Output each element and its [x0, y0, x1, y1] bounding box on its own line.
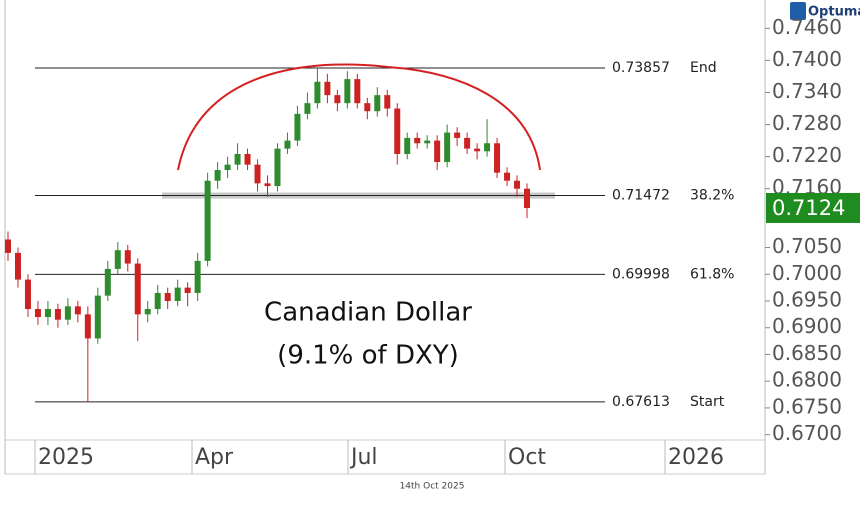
- y-tick-label: 0.6800: [772, 368, 842, 392]
- candle-body: [264, 183, 271, 187]
- candle-body: [164, 292, 171, 301]
- candle-body: [294, 113, 301, 141]
- candle-body: [24, 279, 31, 310]
- candle-body: [234, 153, 241, 165]
- candle-body: [174, 287, 181, 301]
- candle-body: [414, 137, 421, 144]
- x-tick-label: Apr: [195, 445, 234, 470]
- level-tag: 38.2%: [690, 188, 734, 204]
- candle-body: [124, 250, 131, 264]
- level-value: 0.73857: [612, 60, 670, 76]
- y-tick-label: 0.6700: [772, 421, 842, 445]
- last-price-box: [766, 192, 860, 223]
- annotation: Canadian Dollar: [264, 298, 472, 328]
- brand: Optuma: [808, 5, 860, 20]
- candle-body: [114, 250, 121, 269]
- candle-body: [184, 287, 191, 293]
- candle-body: [34, 309, 41, 318]
- x-tick-label: Oct: [508, 445, 546, 470]
- candle-body: [54, 309, 61, 320]
- candle-body: [64, 306, 71, 320]
- x-tick-label: Jul: [349, 445, 378, 470]
- candle-body: [394, 108, 401, 154]
- candle-body: [424, 140, 431, 144]
- y-tick-label: 0.6750: [772, 394, 842, 418]
- candle-body: [94, 295, 101, 339]
- candle-body: [214, 170, 221, 181]
- level-tag: 61.8%: [690, 266, 734, 282]
- candle-body: [324, 81, 331, 96]
- candle-body: [134, 263, 141, 315]
- candle-body: [474, 148, 481, 152]
- candle-body: [154, 292, 161, 310]
- candle-body: [5, 239, 11, 253]
- level-value: 0.69998: [612, 266, 670, 282]
- candle-body: [354, 79, 361, 104]
- x-tick-label: 2025: [38, 445, 94, 470]
- candle-body: [504, 172, 511, 181]
- level-value: 0.67613: [612, 394, 670, 410]
- candle-body: [84, 314, 91, 339]
- candle-body: [204, 180, 211, 261]
- footer: 14th Oct 2025: [400, 482, 465, 492]
- candle-body: [444, 132, 451, 162]
- y-tick-label: 0.7460: [772, 15, 842, 39]
- y-tick-label: 0.6850: [772, 341, 842, 365]
- candle-body: [514, 180, 521, 189]
- candle-body: [14, 252, 21, 280]
- candle-body: [524, 188, 530, 208]
- candle-body: [434, 140, 441, 162]
- candle-body: [404, 137, 411, 154]
- candle-body: [144, 309, 151, 315]
- candle-body: [224, 164, 231, 170]
- y-tick-label: 0.7220: [772, 143, 842, 167]
- candle-body: [284, 140, 291, 149]
- candle-body: [104, 268, 111, 296]
- candle-body: [44, 309, 51, 318]
- logo-icon: [790, 2, 806, 20]
- candle-body: [244, 153, 251, 165]
- candle-body: [74, 306, 81, 315]
- candle-body: [384, 95, 391, 109]
- candle-body: [334, 95, 341, 104]
- last-price: 0.7124: [772, 196, 845, 220]
- candle-body: [454, 132, 461, 138]
- y-tick-label: 0.7050: [772, 234, 842, 258]
- candle-body: [364, 103, 371, 112]
- y-tick-label: 0.7280: [772, 111, 842, 135]
- y-tick-label: 0.7340: [772, 79, 842, 103]
- candle-body: [194, 260, 201, 293]
- x-tick-label: 2026: [668, 445, 724, 470]
- candle-body: [344, 79, 351, 104]
- level-tag: End: [690, 60, 717, 76]
- candle-body: [314, 81, 321, 104]
- candle-body: [254, 164, 261, 184]
- candle-body: [464, 137, 471, 149]
- y-tick-label: 0.6900: [772, 314, 842, 338]
- arc: [177, 63, 541, 171]
- level-value: 0.71472: [612, 188, 670, 204]
- y-tick-label: 0.6950: [772, 287, 842, 311]
- candle-body: [274, 148, 281, 187]
- y-tick-label: 0.7400: [772, 47, 842, 71]
- y-tick-label: 0.7000: [772, 261, 842, 285]
- candle-body: [304, 103, 311, 114]
- candle-body: [484, 143, 491, 152]
- annotation: (9.1% of DXY): [277, 341, 459, 371]
- candle-body: [494, 143, 501, 173]
- x-axis-band: [4, 439, 766, 475]
- candle-body: [374, 95, 381, 112]
- level-tag: Start: [690, 394, 725, 410]
